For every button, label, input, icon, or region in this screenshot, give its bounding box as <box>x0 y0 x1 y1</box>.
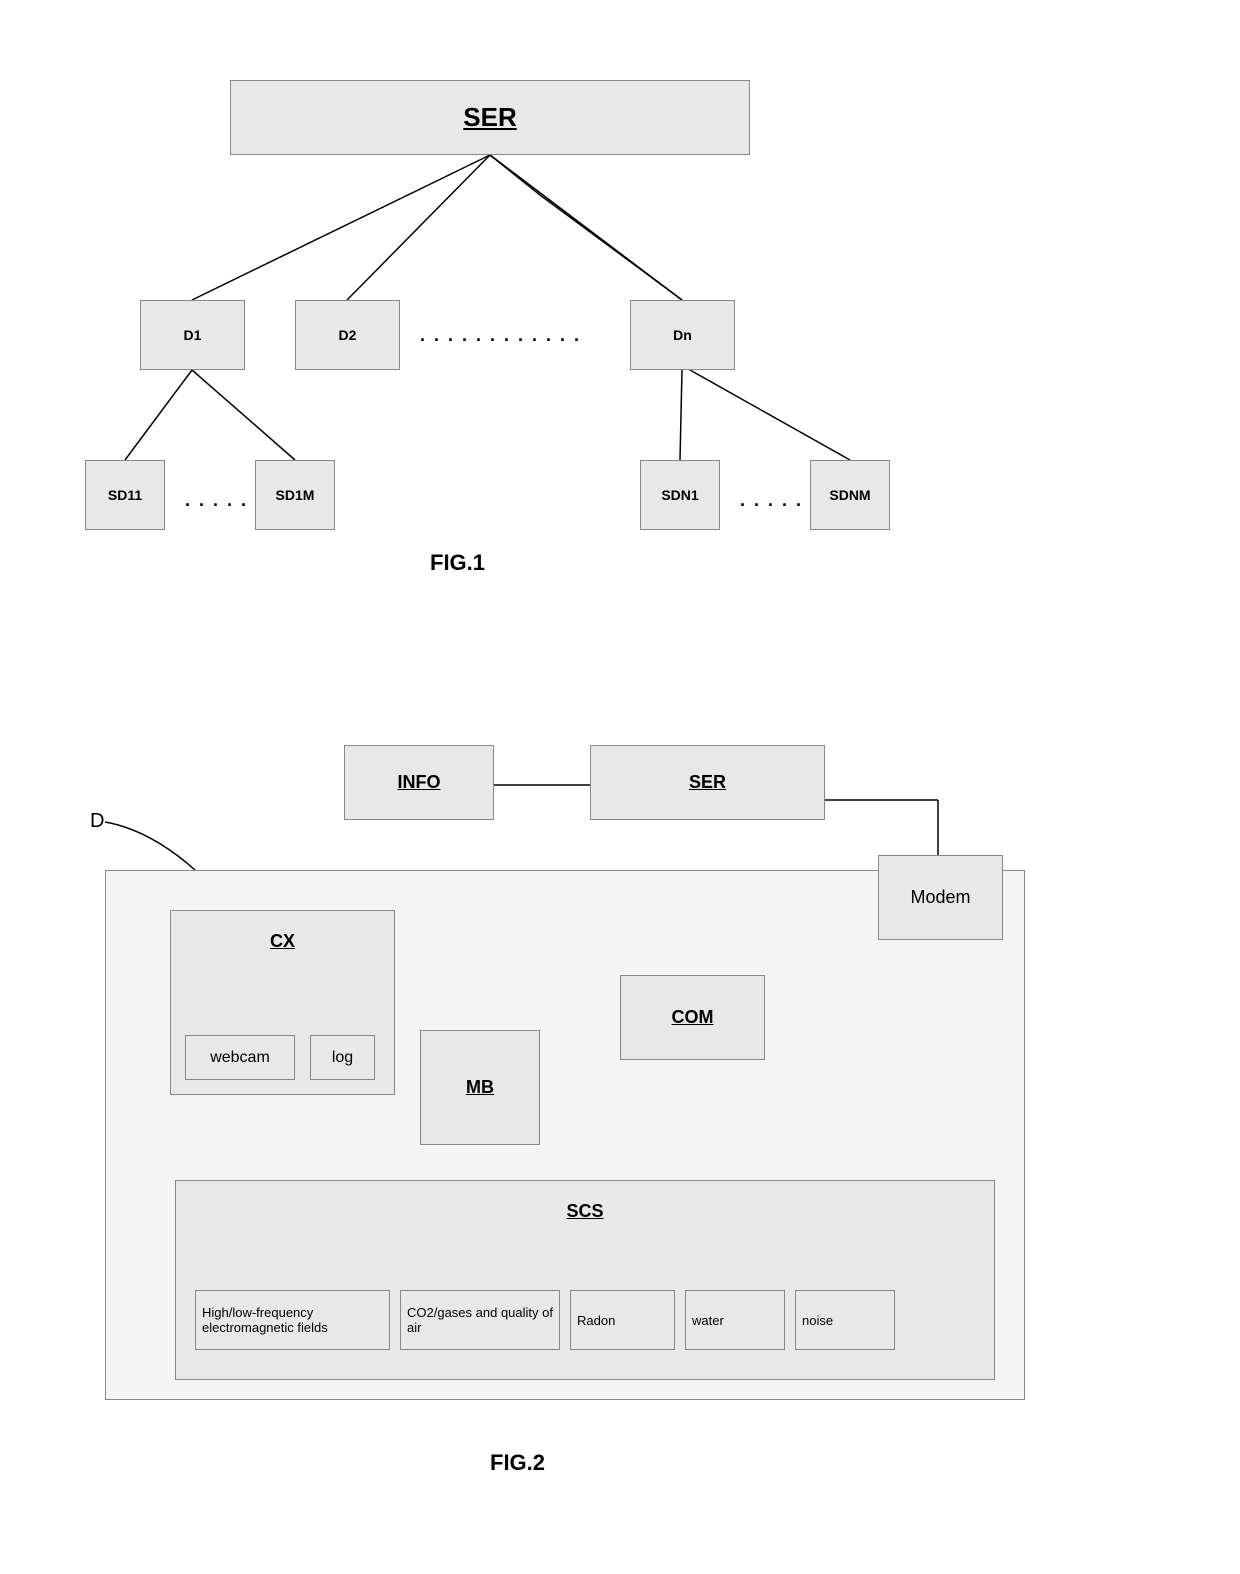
scs-item-water: water <box>685 1290 785 1350</box>
scs-item-water-label: water <box>692 1313 724 1328</box>
scs-item-emf: High/low-frequency electromagnetic field… <box>195 1290 390 1350</box>
mb-box: MB <box>420 1030 540 1145</box>
scs-item-radon-label: Radon <box>577 1313 615 1328</box>
d-label: D <box>90 810 104 833</box>
log-box: log <box>310 1035 375 1080</box>
com-label: COM <box>672 1007 714 1028</box>
log-label: log <box>332 1049 353 1067</box>
modem-label: Modem <box>910 887 970 908</box>
scs-item-radon: Radon <box>570 1290 675 1350</box>
webcam-box: webcam <box>185 1035 295 1080</box>
mb-label: MB <box>466 1077 494 1098</box>
info-label: INFO <box>398 772 441 793</box>
scs-item-co2-label: CO2/gases and quality of air <box>407 1305 553 1335</box>
modem-box: Modem <box>878 855 1003 940</box>
info-box: INFO <box>344 745 494 820</box>
fig2-caption: FIG.2 <box>490 1450 545 1476</box>
ser2-box: SER <box>590 745 825 820</box>
scs-item-co2: CO2/gases and quality of air <box>400 1290 560 1350</box>
scs-item-emf-label: High/low-frequency electromagnetic field… <box>202 1305 383 1335</box>
ser2-label: SER <box>689 772 726 793</box>
webcam-label: webcam <box>210 1049 270 1067</box>
com-box: COM <box>620 975 765 1060</box>
scs-label: SCS <box>566 1201 603 1221</box>
cx-label: CX <box>270 931 295 951</box>
scs-box: SCS <box>175 1180 995 1380</box>
scs-item-noise-label: noise <box>802 1313 833 1328</box>
scs-item-noise: noise <box>795 1290 895 1350</box>
